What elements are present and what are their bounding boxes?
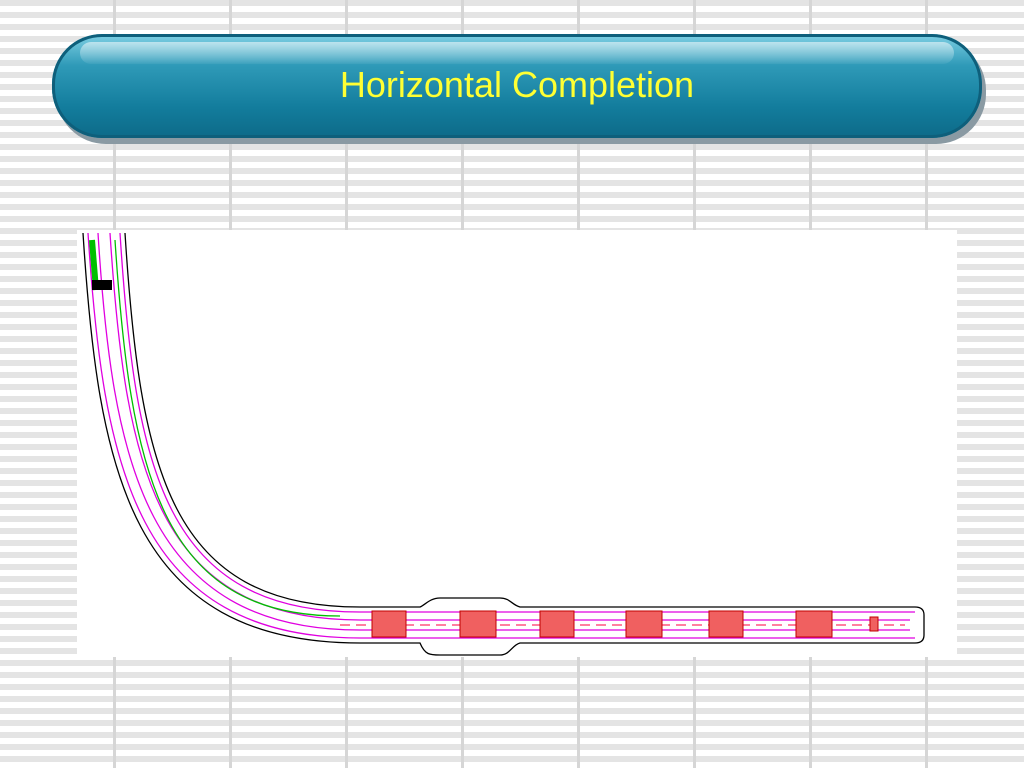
wellbore <box>82 232 925 656</box>
equipment <box>92 280 112 290</box>
inner-line <box>87 232 915 639</box>
packers <box>371 610 879 638</box>
packer <box>371 610 407 638</box>
packer <box>795 610 833 638</box>
title-bar: Horizontal Completion <box>52 34 982 138</box>
tubing-line <box>109 232 910 621</box>
packer <box>708 610 744 638</box>
packer <box>625 610 663 638</box>
tubing-line <box>97 232 910 631</box>
diagram-area <box>77 230 957 657</box>
title-gloss <box>80 42 954 64</box>
inner-line <box>119 232 915 613</box>
end-plug <box>869 616 879 632</box>
packer <box>539 610 575 638</box>
packer <box>459 610 497 638</box>
green-line <box>114 239 341 617</box>
outer-wall <box>82 232 925 656</box>
slide-title: Horizontal Completion <box>339 64 695 105</box>
